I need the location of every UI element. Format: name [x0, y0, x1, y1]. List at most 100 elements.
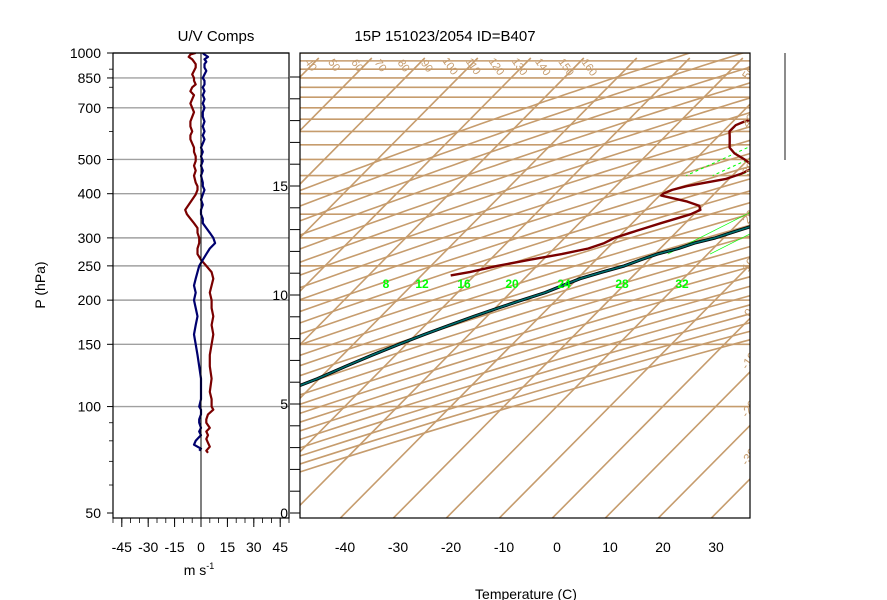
uv-x-tick-label: 0 [197, 539, 205, 555]
isotherm-label: 70 [372, 57, 389, 74]
temperature-tick-label: -40 [335, 539, 355, 555]
isotherm-label: 40 [302, 57, 319, 74]
uv-pressure-tick-label: 250 [78, 258, 102, 274]
isotherm [300, 57, 691, 453]
isobars [300, 53, 750, 408]
dry-adiabat [300, 338, 750, 473]
uv-x-tick-label: -15 [164, 539, 184, 555]
uv-pressure-tick-label: 300 [78, 230, 102, 246]
moist-adiabat [845, 53, 887, 176]
isotherm [788, 58, 887, 547]
dry-adiabat [300, 256, 750, 396]
dry-adiabat [300, 201, 750, 346]
uv-xlabel: m s-1 [184, 561, 215, 578]
uv-pressure-tick-label: 700 [78, 100, 102, 116]
uv-x-tick-label: -45 [112, 539, 132, 555]
height-tick-label: 15 [272, 178, 288, 194]
dry-adiabat [300, 165, 750, 313]
temperature-tick-label: 10 [602, 539, 618, 555]
uv-x-tick-label: -30 [138, 539, 158, 555]
temperature-tick-label: -20 [441, 539, 461, 555]
isotherm-label: 80 [395, 58, 412, 75]
isotherm [657, 424, 750, 518]
moist-adiabat [739, 170, 750, 177]
isotherm-label: 120 [486, 56, 506, 78]
isotherm [735, 58, 887, 547]
uv-series [184, 53, 217, 454]
mixing-ratio-label: 12 [415, 277, 429, 291]
dry-adiabat [300, 152, 750, 301]
dry-adiabat [300, 285, 750, 423]
dry-adiabat [300, 330, 750, 465]
uv-pressure-tick-label: 500 [78, 151, 102, 167]
isotherm-label: 100 [439, 56, 459, 78]
mixing-ratio-label: 24 [557, 277, 571, 291]
isotherm [300, 57, 638, 400]
dry-adiabat [300, 53, 746, 207]
uv-ylabel: P (hPa) [32, 261, 48, 308]
dry-adiabat-label: -10 [738, 349, 760, 372]
isotherm [604, 370, 750, 518]
uv-pressure-tick-label: 100 [78, 399, 102, 415]
isotherm-label: 110 [463, 56, 483, 77]
isotherm [498, 263, 750, 518]
uv-pressure-tick-label: 850 [78, 70, 102, 86]
temperature-tick-label: -10 [494, 539, 514, 555]
isotherm [300, 57, 479, 239]
dry-adiabat-label: 30 [739, 159, 758, 178]
temperature-tick-label: 0 [553, 539, 561, 555]
isotherm [300, 57, 426, 186]
dry-adiabat [300, 213, 750, 357]
isotherm [392, 156, 750, 518]
dry-adiabat [300, 224, 750, 367]
uv-xlabel-superscript: -1 [206, 561, 214, 571]
skewt-title: 15P 151023/2054 ID=B407 [354, 28, 535, 45]
uv-pressure-tick-label: 150 [78, 336, 102, 352]
isotherm [339, 103, 750, 518]
dry-adiabat-label: -20 [738, 397, 760, 420]
dewpoint-line [450, 118, 750, 277]
isotherm [551, 317, 750, 518]
moist-adiabat [872, 53, 887, 176]
mixing-ratio-line [752, 53, 887, 254]
mixing-ratio-label: 20 [505, 277, 519, 291]
dry-adiabat [300, 111, 750, 264]
dry-adiabat [300, 190, 750, 335]
isotherm [300, 57, 585, 346]
isotherms [300, 57, 887, 547]
uv-pressure-tick-label: 1000 [70, 45, 101, 61]
moist-adiabat [792, 53, 887, 176]
uv-x-tick-label: 30 [246, 539, 262, 555]
mixing-ratio-labels: 8 12 16 20 24 28 32 [383, 277, 689, 291]
isotherm-label: 60 [348, 57, 365, 74]
uv-pressure-tick-label: 400 [78, 186, 102, 202]
mixing-ratio-line [667, 212, 750, 255]
height-axis: 0 5 10 15 [272, 76, 300, 521]
skewt-xlabel: Temperature (C) [475, 586, 577, 600]
temperature-tick-label: -30 [388, 539, 408, 555]
mixing-ratio-lines [667, 53, 887, 255]
uv-title: U/V Comps [178, 28, 255, 45]
uv-pressure-tick-label: 50 [85, 505, 101, 521]
dry-adiabat [300, 178, 750, 324]
dry-adiabat [300, 266, 750, 406]
dry-adiabat-label: 20 [739, 207, 758, 226]
dry-adiabat-label: 50 [739, 63, 758, 82]
uv-panel: U/V Comps 501001502002503004005007008501… [32, 28, 290, 578]
uv-pressure-tick-label: 200 [78, 292, 102, 308]
dry-adiabat [300, 313, 750, 449]
dry-adiabats [300, 53, 750, 473]
dry-adiabat-label: 40 [739, 111, 758, 130]
dry-adiabat [300, 66, 750, 222]
dry-adiabat [300, 53, 693, 192]
moist-adiabats [686, 53, 887, 177]
mixing-ratio-label: 28 [615, 277, 629, 291]
moist-adiabat [686, 145, 750, 177]
dry-adiabat [300, 245, 750, 387]
mixing-ratio-line [800, 53, 887, 254]
temperature-tick-label: 30 [708, 539, 724, 555]
mixing-ratio-label: 16 [457, 277, 471, 291]
mixing-ratio-line [853, 53, 887, 254]
skewt-plot-area: 40 50 60 70 80 90 100 110 120 130 140 150 16 0 50 40 30 2… [300, 53, 887, 547]
